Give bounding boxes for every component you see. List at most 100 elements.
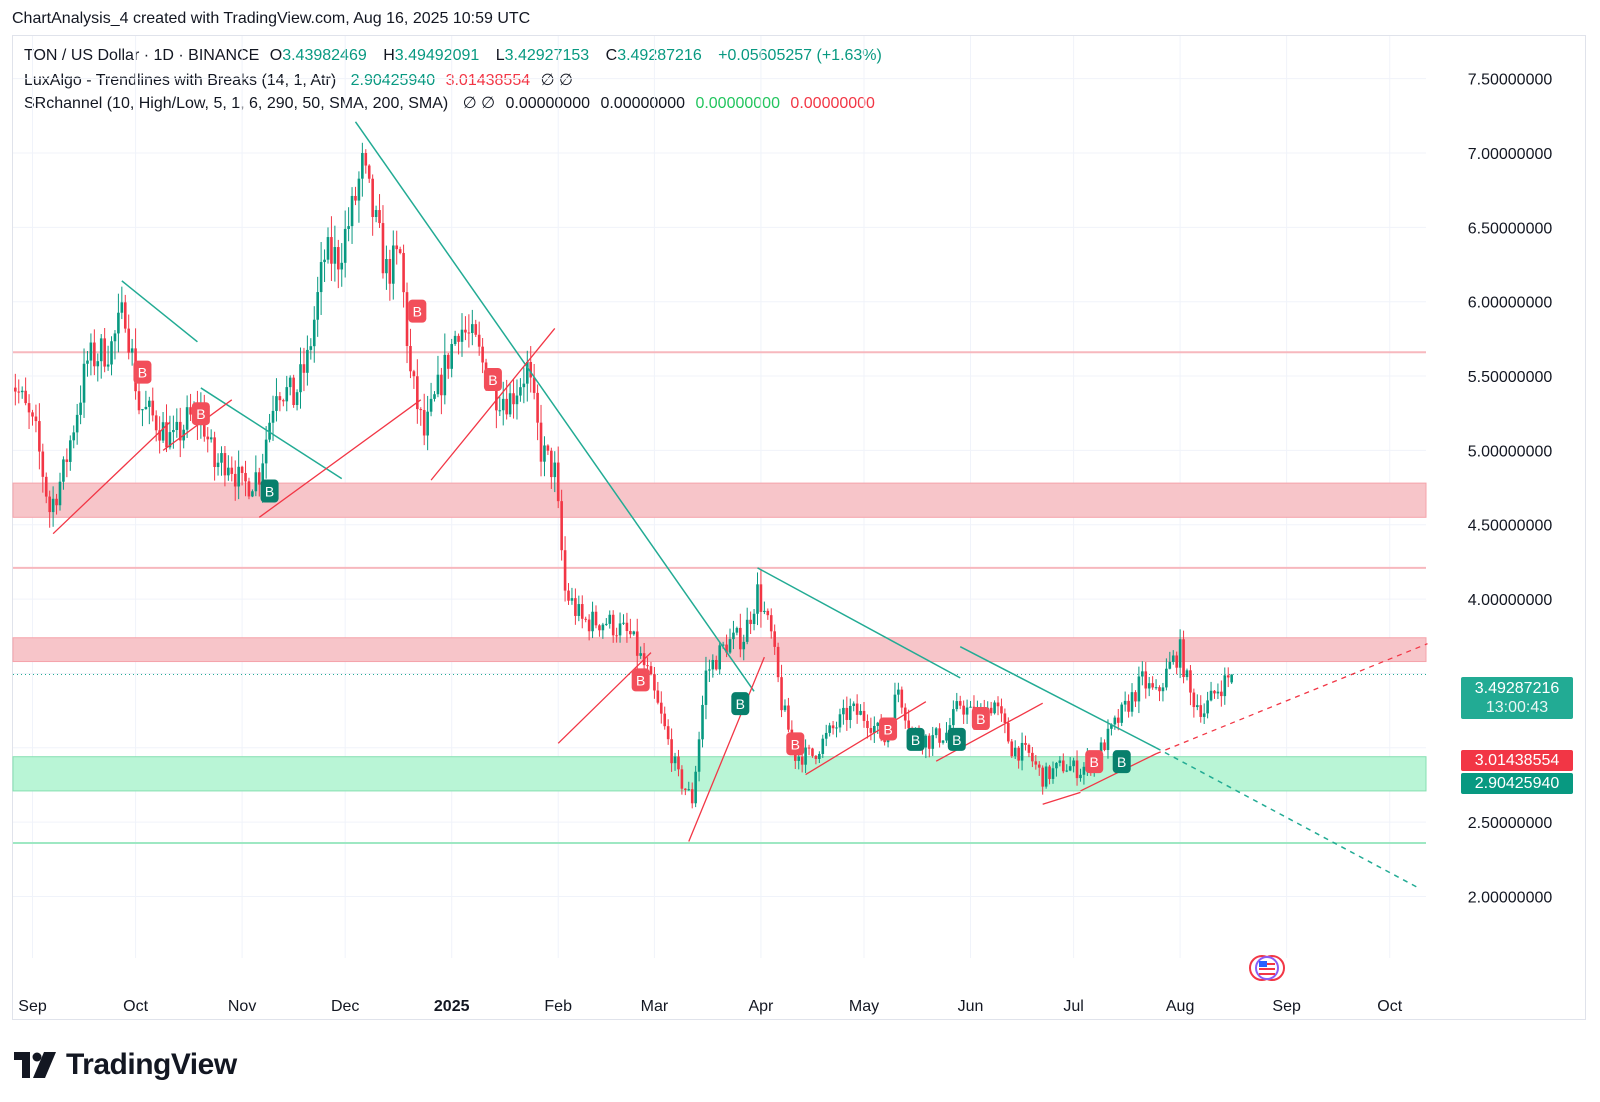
candle-body [185,407,189,430]
candle-body [233,473,237,487]
candle-body [1178,639,1182,668]
trendlines [52,121,1428,890]
candle-body [1048,766,1051,779]
candle-body [563,550,567,591]
time-axis-label: Apr [748,998,774,1015]
candle-body [824,732,828,739]
candle-body [474,324,478,335]
price-axis-label: 6.50000000 [1468,220,1553,237]
candle-body [965,707,969,715]
candle-body [450,344,453,369]
candle-body [848,705,852,720]
candle-body [151,400,155,416]
candle-body [718,645,721,670]
candle-body [460,329,464,342]
price-axis-label: 7.50000000 [1468,72,1553,89]
candle-body [227,467,230,476]
candle-body [924,735,928,748]
last-price-value: 3.49287216 [1474,680,1560,697]
candle-body [385,259,388,274]
candle-body [952,709,955,726]
price-axis-label: 2.50000000 [1468,815,1553,832]
candle-body [1079,774,1082,779]
candle-body [807,747,811,749]
support-zone [12,756,1427,792]
candle-body [677,756,680,770]
break-label-text: B [976,711,985,727]
candle-body [742,641,746,650]
upward-trendline-projection [1155,643,1428,755]
break-label-box [947,727,966,751]
candle-body [1123,700,1127,705]
candle-body [27,403,31,413]
candle-body [725,644,728,653]
time-axis-label: Jun [958,998,984,1015]
candle-body [598,625,601,631]
candle-body [1213,690,1216,694]
candle-body [429,398,433,412]
break-label-text: B [196,406,205,422]
buy-break-label: B [906,727,925,751]
buy-break-label: B [1112,750,1131,774]
close-label: C [605,47,618,64]
candle-body [1154,687,1158,689]
time-axis-label: May [849,998,879,1015]
candle-body [694,771,697,804]
candle-body [106,364,110,367]
candle-body [711,659,715,670]
symbol-name[interactable]: TON / US Dollar · 1D · BINANCE [24,47,260,64]
candle-body [553,462,557,478]
downward-trendline [959,646,1157,749]
candle-body [601,624,605,631]
candle-body [852,703,856,706]
candle-body [436,374,440,395]
candle-body [1161,687,1165,692]
candle-body [927,735,931,749]
candle-body [471,324,474,334]
price-axis-label: 5.50000000 [1468,369,1553,386]
candle-body [433,394,436,399]
candle-body [649,666,653,675]
candle-body [787,705,790,730]
candle-body [1199,705,1203,717]
break-label-box [191,402,210,426]
time-axis-label: 2025 [434,998,470,1015]
candle-body [536,392,539,423]
candle-body [1189,670,1192,693]
downward-trendline [121,280,198,343]
candle-body [769,615,773,632]
candle-body [446,354,450,369]
candle-body [869,728,873,733]
candle-body [223,453,227,476]
candle-body [938,728,941,743]
candle-body [876,722,880,726]
candle-body [1082,766,1086,775]
candle-body [859,710,862,715]
luxalgo-indicator-name[interactable]: LuxAlgo - Trendlines with Breaks (14, 1,… [24,72,337,89]
time-axis-label: Dec [331,998,359,1015]
candle-body [653,674,656,691]
time-axis-label: Jul [1063,998,1083,1015]
candle-countdown: 13:00:43 [1485,699,1549,716]
luxalgo-na-flags: ∅ ∅ [540,72,573,89]
candle-body [467,332,471,334]
candle-body [1220,691,1223,697]
resistance-zone [12,482,1427,518]
tradingview-logo[interactable]: TradingView [14,1048,237,1082]
symbol-legend: TON / US Dollar · 1D · BINANCE O3.439824… [24,47,888,65]
candle-body [842,707,845,715]
high-value: 3.49492091 [394,47,480,64]
candle-body [608,614,612,624]
candle-body [622,622,625,624]
sell-break-label: B [631,668,650,692]
candle-body [1037,764,1041,768]
candle-body [316,292,319,320]
candle-body [1020,742,1024,761]
srchannel-indicator-name[interactable]: SRchannel (10, High/Low, 5, 1, 6, 290, 5… [24,95,449,112]
candle-body [955,701,959,710]
candle-body [464,329,467,333]
sell-break-label: B [971,707,990,731]
candle-body [941,740,945,743]
